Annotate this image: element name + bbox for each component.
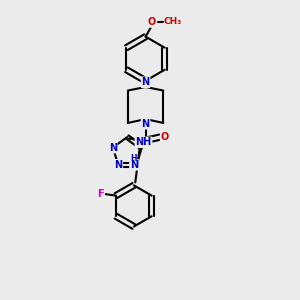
Text: O: O — [160, 132, 169, 142]
Text: N: N — [109, 142, 117, 153]
Text: NH: NH — [135, 137, 152, 147]
Text: N: N — [130, 160, 138, 170]
Text: H: H — [131, 154, 137, 163]
Text: O: O — [147, 17, 156, 27]
Text: N: N — [142, 119, 150, 129]
Text: CH₃: CH₃ — [164, 17, 182, 26]
Text: F: F — [97, 189, 104, 199]
Text: N: N — [142, 77, 150, 87]
Text: N: N — [114, 160, 122, 170]
